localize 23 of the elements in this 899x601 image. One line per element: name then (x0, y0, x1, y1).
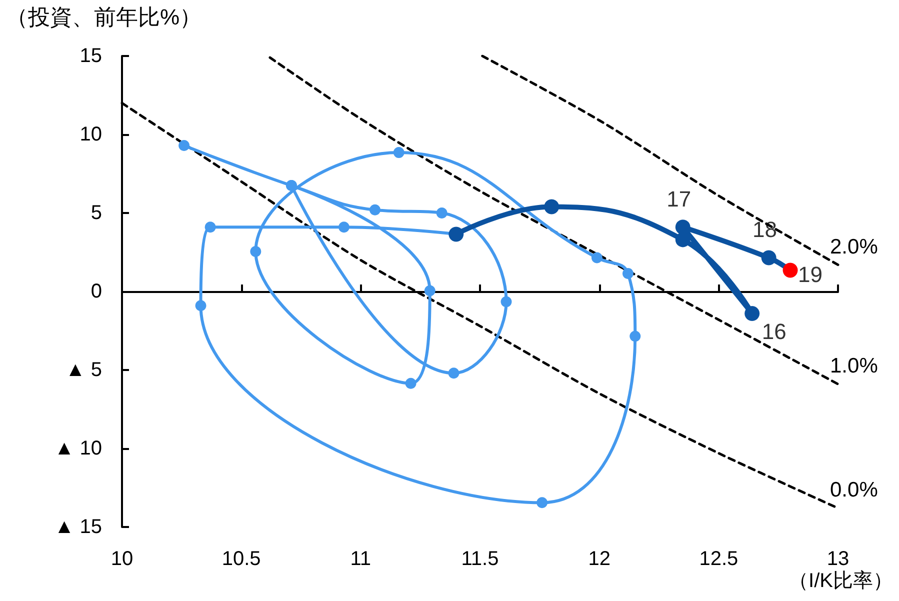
y-tick-label: ▲ 5 (66, 359, 102, 381)
series-label: 1.0% (830, 354, 878, 378)
series-label: 2.0% (830, 235, 878, 258)
y-tick-label: ▲ 15 (54, 516, 102, 538)
x-tick-label: 12 (588, 548, 610, 570)
y-tick-label: 0 (90, 280, 102, 302)
x-tick-label: 11 (350, 548, 372, 570)
y-tick-label: 15 (80, 45, 102, 67)
y-tick-label: 10 (80, 124, 102, 146)
x-tick-label: 13 (826, 548, 850, 570)
annotation: 17 (666, 186, 692, 212)
y-tick-label: 5 (90, 202, 102, 224)
y-axis-title: （投資、前年比%） (6, 4, 202, 30)
x-tick-label: 12.5 (699, 548, 738, 570)
annotation: 18 (752, 217, 778, 242)
x-tick-label: 10.5 (222, 548, 261, 570)
x-axis-title: （I/K比率） (788, 570, 893, 592)
annotation: 19 (798, 262, 823, 287)
x-tick-label: 10 (110, 548, 134, 570)
x-tick-label: 11.5 (461, 548, 499, 570)
y-tick-label: ▲ 10 (54, 438, 102, 460)
series-label: 0.0% (830, 478, 878, 502)
annotation: 16 (762, 318, 786, 344)
